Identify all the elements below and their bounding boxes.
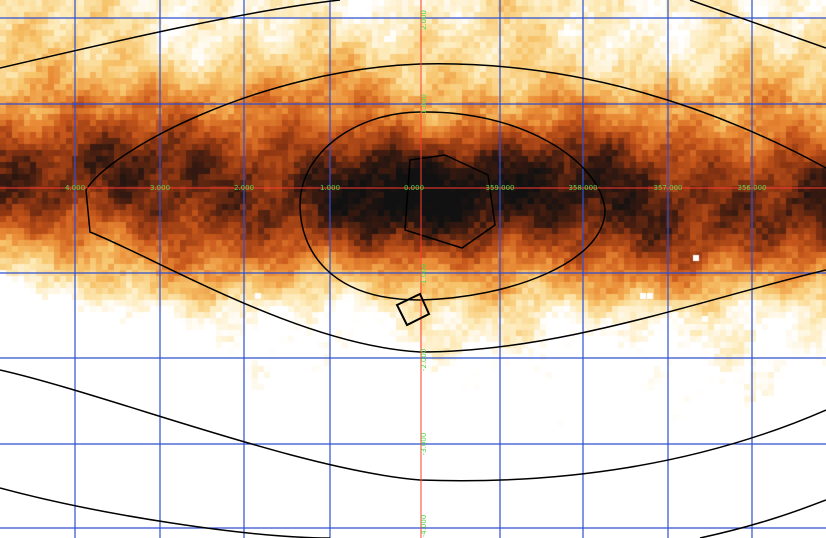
- contour-line: [299, 111, 606, 301]
- lon-label: 0.000: [403, 184, 425, 192]
- lat-label: -1.000: [420, 263, 428, 287]
- lon-label: 4.000: [64, 184, 86, 192]
- lon-label: 359.000: [485, 184, 515, 192]
- lat-label: -4.000: [420, 514, 428, 538]
- lon-label: 358.000: [568, 184, 598, 192]
- lon-label: 2.000: [233, 184, 255, 192]
- lon-label: 357.000: [653, 184, 683, 192]
- contour-line: [404, 154, 496, 249]
- lat-label: -2.000: [420, 348, 428, 372]
- lon-label: 356.000: [737, 184, 767, 192]
- contour-line: [689, 0, 826, 49]
- contour-line: [699, 499, 826, 538]
- contour-line: [0, 0, 341, 69]
- contour-line: [85, 63, 826, 191]
- lat-label: -3.000: [420, 432, 428, 456]
- contour-line: [0, 487, 331, 538]
- contour-line: [85, 189, 826, 353]
- lon-label: 1.000: [319, 184, 341, 192]
- lat-label: 1.000: [420, 93, 428, 115]
- lon-label: 3.000: [149, 184, 171, 192]
- contour-line: [0, 369, 826, 482]
- region-marker[interactable]: [395, 292, 431, 327]
- lat-label: 2.000: [420, 9, 428, 31]
